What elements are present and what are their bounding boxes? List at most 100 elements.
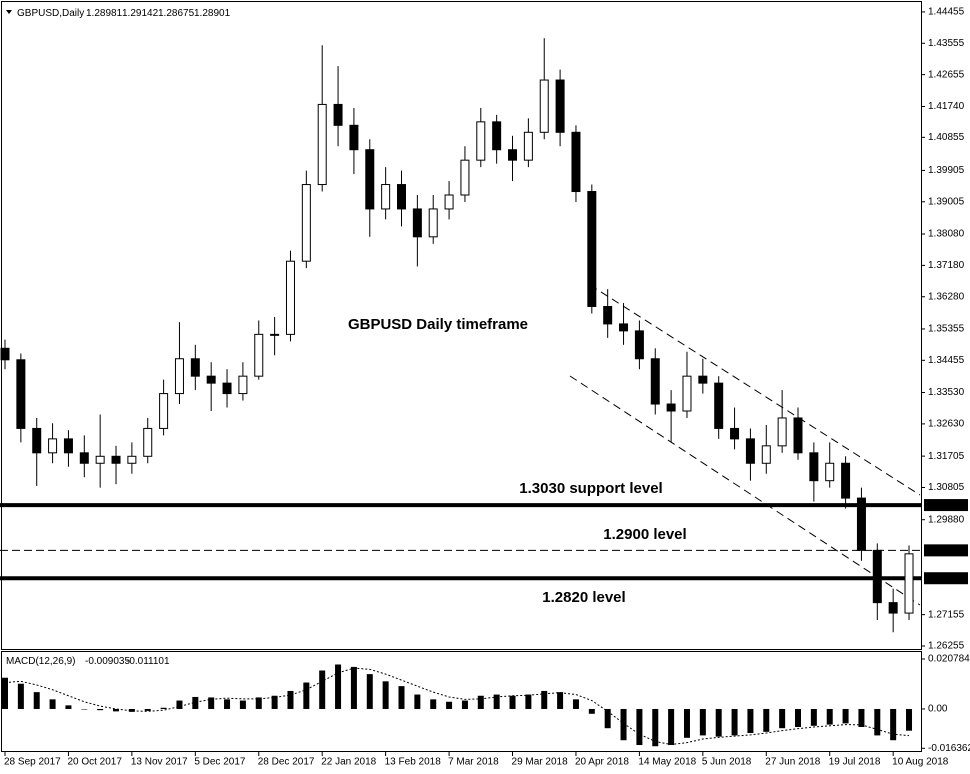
candle-body (174, 358, 184, 395)
macd-bar (493, 694, 500, 709)
y-tick-label: 1.43555 (928, 38, 965, 49)
macd-bar (652, 708, 659, 747)
candle-body (349, 124, 359, 151)
y-tick-label: -0.016362 (928, 743, 970, 754)
candle-body (79, 452, 89, 464)
macd-bar (271, 695, 278, 709)
macd-bar (461, 700, 468, 709)
macd-bar (636, 708, 643, 746)
candle-body (841, 462, 851, 499)
macd-bar (446, 701, 453, 709)
candle-body (32, 427, 42, 454)
macd-bar (874, 708, 881, 736)
x-tick-label: 29 Mar 2018 (512, 757, 569, 768)
candle-body (888, 602, 898, 614)
y-tick-label: 1.27155 (928, 609, 965, 620)
x-tick-label: 27 Jun 2018 (765, 757, 820, 768)
macd-bar (810, 708, 817, 726)
candle-body (492, 121, 502, 151)
candle-body (825, 462, 835, 482)
macd-bar (319, 670, 326, 709)
annotation: 1.2820 level (542, 589, 625, 606)
macd-bar (382, 681, 389, 709)
macd-bar (795, 708, 801, 727)
macd-bar (588, 708, 595, 714)
macd-bar (430, 699, 437, 709)
macd-bar (826, 708, 833, 725)
macd-bar (366, 674, 373, 709)
level-label: 1.28200 (928, 573, 965, 584)
candle-body (872, 549, 882, 604)
header-close: 1.28901 (194, 8, 231, 19)
candle-body (619, 323, 629, 332)
macd-bar (398, 686, 405, 709)
macd-bar (890, 708, 897, 741)
chart-title: GBPUSD,Daily (17, 8, 84, 19)
candle-body (444, 194, 454, 210)
candle-body (730, 427, 740, 440)
y-tick-label: 1.32630 (928, 419, 965, 430)
candle-body (317, 103, 327, 186)
signal-value: -0.011101 (126, 656, 170, 667)
macd-bar (604, 708, 611, 729)
candle-body (777, 417, 787, 447)
candle-body (603, 305, 613, 325)
candle-body (270, 333, 280, 336)
candle-body (523, 131, 533, 161)
x-tick-label: 7 Mar 2018 (448, 757, 499, 768)
candle-body (476, 121, 486, 161)
candle-body (127, 455, 137, 464)
macd-bar (572, 699, 579, 709)
channel-upper (589, 284, 921, 496)
macd-bar (49, 699, 56, 709)
macd-bar (144, 708, 151, 711)
x-tick-label: 28 Dec 2017 (258, 757, 315, 768)
candle-body (63, 438, 73, 454)
macd-bar (33, 692, 40, 709)
chart-header: GBPUSD,Daily 1.28981 1.29142 1.28675 1.2… (17, 8, 231, 19)
y-tick-label: 1.39005 (928, 196, 965, 207)
header-low: 1.28675 (158, 8, 195, 19)
candle-body (206, 375, 216, 384)
annotation: 1.3030 support level (519, 480, 662, 497)
macd-bar (715, 708, 722, 737)
macd-bar (477, 695, 484, 709)
macd-bar (335, 664, 342, 709)
x-tick-label: 28 Sep 2017 (4, 757, 61, 768)
macd-bar (303, 682, 310, 709)
candle-body (333, 103, 343, 126)
macd-bar (113, 708, 120, 712)
channel-lower (569, 375, 921, 606)
y-tick-label: 1.39905 (928, 165, 965, 176)
macd-header: MACD(12,26,9) -0.009035 -0.011101 (6, 656, 170, 667)
candle-body (159, 393, 169, 429)
y-tick-label: 1.41740 (928, 101, 965, 112)
macd-bar (287, 690, 294, 709)
x-tick-label: 22 Jan 2018 (321, 757, 376, 768)
candle-body (190, 358, 200, 377)
macd-bar (747, 708, 754, 734)
macd-title: MACD(12,26,9) (6, 656, 75, 667)
candle-body (809, 452, 819, 482)
candle-body (745, 438, 755, 464)
macd-bar (192, 696, 199, 709)
price-panel (1, 1, 922, 650)
candle-body (682, 375, 692, 412)
macd-bar (350, 666, 357, 709)
x-tick-label: 5 Jun 2018 (702, 757, 752, 768)
macd-bar (17, 683, 24, 709)
macd-bar (224, 699, 231, 709)
candle-body (508, 149, 518, 161)
macd-bar (779, 708, 786, 729)
candle-body (397, 184, 406, 210)
y-tick-label: 1.37180 (928, 260, 965, 271)
candle-body (587, 191, 597, 307)
macd-bar (160, 707, 167, 709)
level-box (924, 499, 968, 512)
level-box (924, 572, 968, 585)
menu-arrow (6, 10, 12, 14)
candle-body (650, 358, 660, 405)
macd-bar (541, 690, 548, 709)
macd-panel (1, 651, 922, 752)
